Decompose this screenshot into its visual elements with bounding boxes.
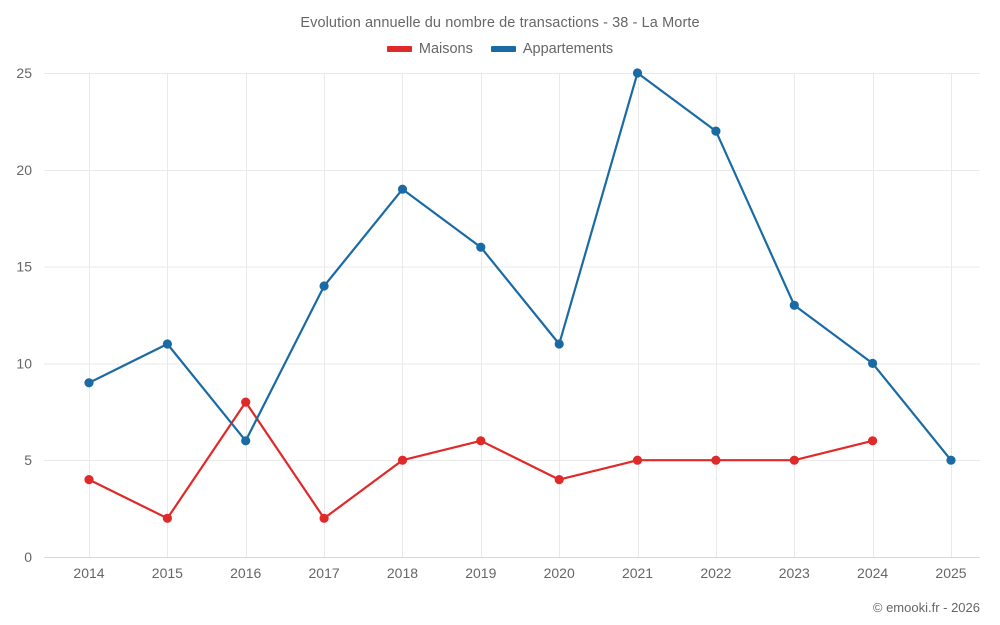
data-point-maisons (241, 397, 251, 407)
legend-label-maisons: Maisons (418, 41, 473, 57)
y-axis-tick-label: 15 (16, 259, 32, 275)
data-point-appartements (162, 339, 172, 349)
data-point-appartements (789, 300, 799, 310)
data-point-appartements (241, 436, 251, 446)
x-axis-tick-label: 2018 (387, 565, 418, 581)
gridlines (44, 73, 980, 558)
legend-swatch-icon-maisons (386, 46, 412, 52)
data-point-maisons (162, 513, 172, 523)
data-point-appartements (397, 184, 408, 194)
data-point-maisons (868, 436, 878, 446)
data-point-maisons (319, 513, 329, 523)
data-point-appartements (554, 339, 564, 349)
x-axis-tick-label: 2015 (152, 565, 183, 581)
y-axis-tick-label: 5 (24, 452, 32, 468)
x-axis-tick-label: 2016 (230, 565, 261, 581)
y-axis-tick-label: 0 (24, 549, 32, 565)
data-point-maisons (84, 475, 94, 485)
data-point-maisons (554, 475, 564, 485)
data-point-appartements (319, 281, 329, 291)
data-series (84, 68, 956, 523)
footer-credit: © emooki.fr - 2026 (872, 600, 980, 615)
data-point-appartements (946, 455, 956, 465)
data-point-maisons (397, 455, 408, 465)
y-axis-tick-label: 10 (16, 355, 32, 371)
data-point-maisons (789, 455, 799, 465)
x-axis-tick-label: 2017 (309, 565, 340, 581)
x-axis-tick-label: 2023 (779, 565, 810, 581)
y-axis-tick-label: 20 (16, 162, 32, 178)
x-axis-tick-label: 2022 (700, 565, 731, 581)
y-axis-tick-label: 25 (16, 65, 32, 81)
legend-swatch-icon-appartements (490, 46, 516, 52)
x-axis-tick-label: 2020 (544, 565, 575, 581)
legend-item-maisons[interactable]: Maisons (386, 41, 473, 57)
x-axis-tick-label: 2021 (622, 565, 653, 581)
chart-title: Evolution annuelle du nombre de transact… (300, 15, 700, 31)
data-point-appartements (84, 378, 94, 388)
x-axis-tick-label: 2019 (465, 565, 496, 581)
chart-legend: Maisons Appartements (0, 41, 1000, 57)
data-point-appartements (711, 126, 721, 136)
y-axis-ticks: 0 5 10 15 20 25 (16, 65, 32, 565)
legend-label-appartements: Appartements (522, 41, 614, 57)
data-point-appartements (476, 242, 486, 252)
x-axis-tick-label: 2024 (857, 565, 888, 581)
data-point-appartements (868, 358, 878, 368)
x-axis-tick-label: 2014 (73, 565, 104, 581)
data-point-appartements (632, 68, 643, 78)
series-appartements (84, 68, 956, 465)
data-point-maisons (632, 455, 643, 465)
series-maisons (84, 397, 878, 523)
x-axis-tick-label: 2025 (935, 565, 966, 581)
x-axis-ticks: 2014 2015 2016 2017 2018 2019 2020 2021 2022 2023… (73, 565, 966, 581)
data-point-maisons (476, 436, 486, 446)
legend-item-appartements[interactable]: Appartements (490, 41, 614, 57)
series-line-appartements (87, 71, 953, 462)
data-point-maisons (711, 455, 721, 465)
